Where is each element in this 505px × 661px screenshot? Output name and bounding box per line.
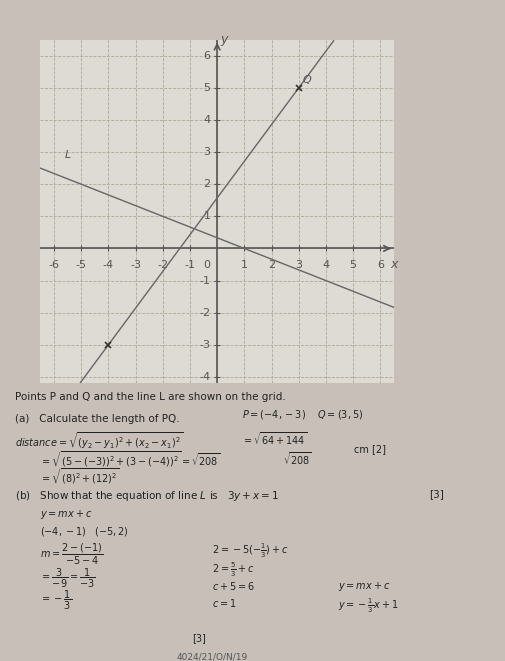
Text: $y = mx+c$: $y = mx+c$ [40, 508, 93, 522]
Text: $P=(-4,-3)$    $Q=(3,5)$: $P=(-4,-3)$ $Q=(3,5)$ [242, 408, 364, 421]
Text: $= \sqrt{(5-(-3))^2+(3-(-4))^2} = \sqrt{208}$: $= \sqrt{(5-(-3))^2+(3-(-4))^2} = \sqrt{… [40, 450, 221, 469]
Text: 3: 3 [295, 260, 302, 270]
Text: $\sqrt{208}$: $\sqrt{208}$ [283, 450, 312, 467]
Text: cm [2]: cm [2] [354, 444, 385, 455]
Text: 4024/21/O/N/19: 4024/21/O/N/19 [177, 652, 248, 661]
Text: y: y [220, 33, 228, 46]
Text: -3: -3 [130, 260, 141, 270]
Text: 6: 6 [204, 51, 211, 61]
Text: 0: 0 [204, 260, 211, 270]
Text: 3: 3 [204, 147, 211, 157]
Text: [3]: [3] [192, 633, 206, 643]
Text: $(-4,-1)$   $(-5,2)$: $(-4,-1)$ $(-5,2)$ [40, 525, 129, 538]
Text: -2: -2 [157, 260, 168, 270]
Text: L: L [65, 150, 71, 161]
Text: $2 = -5(-\frac{1}{3})+c$: $2 = -5(-\frac{1}{3})+c$ [212, 541, 289, 560]
Text: Points P and Q and the line L are shown on the grid.: Points P and Q and the line L are shown … [15, 392, 286, 402]
Text: x: x [390, 258, 397, 271]
Text: $= -\dfrac{1}{3}$: $= -\dfrac{1}{3}$ [40, 589, 73, 612]
Text: $2 = \frac{5}{3} + c$: $2 = \frac{5}{3} + c$ [212, 561, 255, 579]
Text: -4: -4 [199, 372, 211, 382]
Text: (a)   Calculate the length of PQ.: (a) Calculate the length of PQ. [15, 414, 180, 424]
Text: 6: 6 [377, 260, 384, 270]
Text: -1: -1 [184, 260, 195, 270]
Text: 4: 4 [203, 115, 211, 125]
Text: -1: -1 [199, 276, 211, 286]
Text: 1: 1 [204, 212, 211, 221]
Text: $c=1$: $c=1$ [212, 597, 237, 609]
Text: [3]: [3] [429, 489, 444, 499]
Text: $c+5=6$: $c+5=6$ [212, 580, 255, 592]
Text: -6: -6 [48, 260, 60, 270]
Text: 4: 4 [322, 260, 329, 270]
Text: Q: Q [303, 75, 312, 85]
Text: $y = mx+c$: $y = mx+c$ [338, 580, 391, 594]
Text: 5: 5 [204, 83, 211, 93]
Text: -3: -3 [199, 340, 211, 350]
Text: $= \dfrac{3}{-9} = \dfrac{1}{-3}$: $= \dfrac{3}{-9} = \dfrac{1}{-3}$ [40, 566, 96, 590]
Text: 2: 2 [203, 179, 211, 189]
Text: -5: -5 [76, 260, 87, 270]
Text: $m = \dfrac{2-(-1)}{-5-4}$: $m = \dfrac{2-(-1)}{-5-4}$ [40, 541, 104, 566]
Text: 1: 1 [241, 260, 248, 270]
Text: -4: -4 [103, 260, 114, 270]
Text: 5: 5 [349, 260, 357, 270]
Text: $distance = \sqrt{(y_2-y_1)^2+(x_2-x_1)^2}$: $distance = \sqrt{(y_2-y_1)^2+(x_2-x_1)^… [15, 430, 183, 451]
Text: $y = -\frac{1}{3}x+1$: $y = -\frac{1}{3}x+1$ [338, 597, 399, 615]
Text: $= \sqrt{(8)^2+(12)^2}$: $= \sqrt{(8)^2+(12)^2}$ [40, 467, 120, 486]
Text: (b)   Show that the equation of line $L$ is   $3y+x=1$: (b) Show that the equation of line $L$ i… [15, 489, 279, 503]
Text: -2: -2 [199, 308, 211, 318]
Text: 2: 2 [268, 260, 275, 270]
Text: $= \sqrt{64+144}$: $= \sqrt{64+144}$ [242, 430, 308, 447]
